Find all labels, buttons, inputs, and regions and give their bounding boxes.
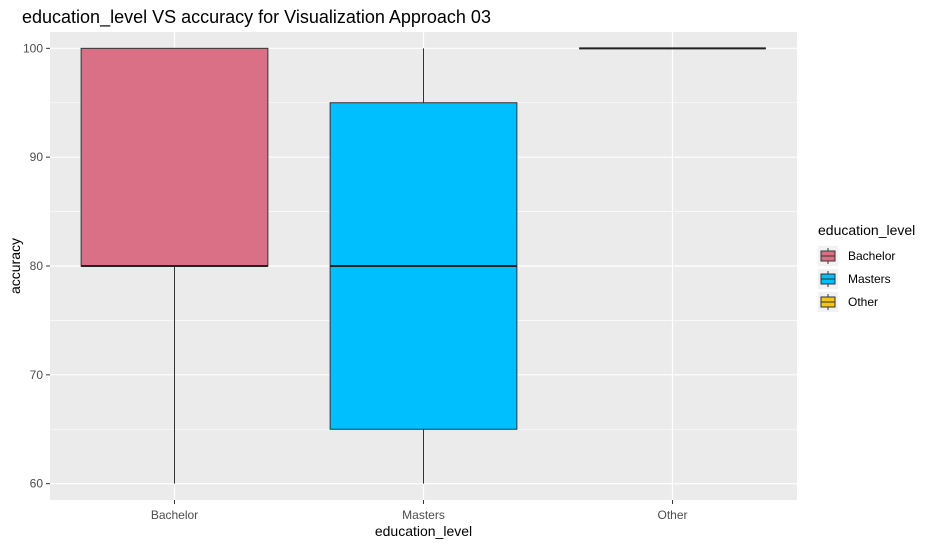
x-tick-label: Bachelor: [151, 508, 198, 522]
legend-label: Other: [848, 295, 878, 309]
box-bachelor: [80, 47, 269, 484]
x-tick-label: Masters: [402, 508, 445, 522]
legend-label: Bachelor: [848, 249, 895, 263]
legend-title: education_level: [818, 222, 915, 238]
box-body: [80, 47, 269, 267]
legend-item-other: Other: [818, 292, 878, 312]
y-axis-title: accuracy: [7, 238, 23, 294]
axes: 60 70 80 90 100 Bachelor Masters Other: [23, 41, 688, 522]
legend-item-masters: Masters: [818, 269, 891, 289]
y-tick-label: 70: [30, 368, 44, 382]
legend-item-bachelor: Bachelor: [818, 246, 895, 266]
x-axis-title: education_level: [375, 523, 472, 539]
x-tick-label: Other: [657, 508, 687, 522]
legend-label: Masters: [848, 272, 891, 286]
box-masters: [329, 48, 518, 484]
y-tick-label: 80: [30, 259, 44, 273]
y-tick-label: 60: [30, 477, 44, 491]
legend: education_level Bachelor Masters Other: [818, 222, 915, 312]
chart-title: education_level VS accuracy for Visualiz…: [22, 7, 491, 28]
y-tick-label: 100: [23, 41, 43, 55]
y-tick-label: 90: [30, 150, 44, 164]
boxes: [80, 47, 766, 484]
